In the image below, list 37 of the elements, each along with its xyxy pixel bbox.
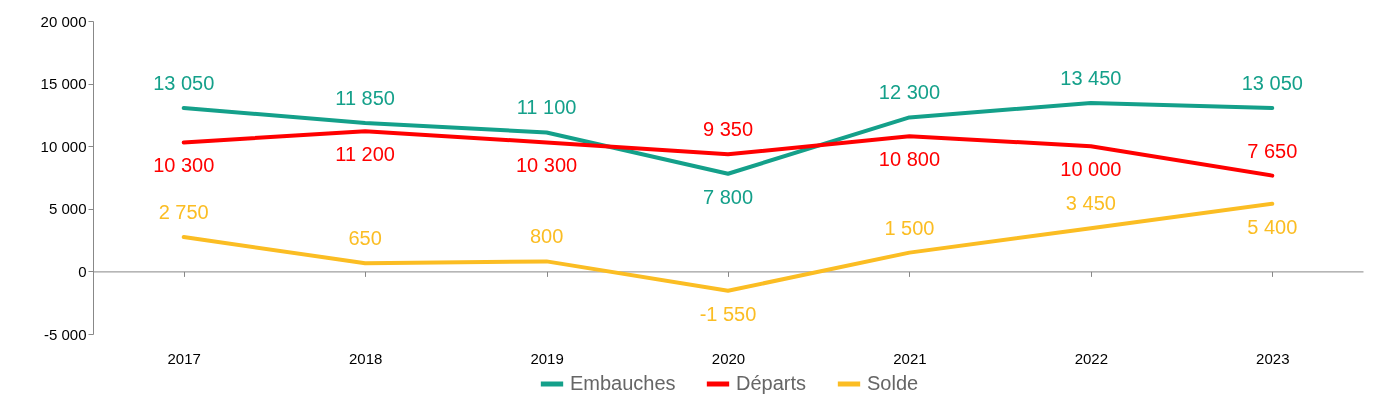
data-label: -1 550 xyxy=(699,302,757,325)
legend-label: Solde xyxy=(867,372,919,394)
data-label: 1 500 xyxy=(884,216,935,239)
y-tick-label: 10 000 xyxy=(40,137,87,155)
data-label: 10 300 xyxy=(153,154,215,177)
data-label: 11 850 xyxy=(335,87,395,110)
y-tick-label: 15 000 xyxy=(40,75,87,93)
data-label: 13 450 xyxy=(1060,67,1122,90)
x-tick-label: 2018 xyxy=(348,349,383,367)
data-label: 11 200 xyxy=(335,143,395,166)
data-label: 2 750 xyxy=(158,200,209,223)
legend-label: Départs xyxy=(736,372,807,394)
data-label: 800 xyxy=(529,225,564,248)
data-label: 12 300 xyxy=(878,81,941,104)
data-label: 7 800 xyxy=(702,185,754,208)
legend-label: Embauches xyxy=(570,372,676,394)
y-tick-label: 20 000 xyxy=(40,12,87,30)
x-tick-label: 2020 xyxy=(711,349,746,367)
x-tick-label: 2019 xyxy=(530,349,564,367)
y-tick-label: 5 000 xyxy=(48,200,87,218)
x-tick-label: 2017 xyxy=(167,349,201,367)
y-tick-label: -5 000 xyxy=(43,325,87,343)
data-label: 10 000 xyxy=(1060,158,1122,181)
data-label: 11 100 xyxy=(516,96,577,119)
data-label: 10 800 xyxy=(878,148,941,171)
data-label: 9 350 xyxy=(702,118,754,141)
x-tick-label: 2022 xyxy=(1074,349,1109,367)
x-tick-label: 2021 xyxy=(893,349,927,367)
data-label: 3 450 xyxy=(1065,192,1116,215)
data-label: 650 xyxy=(348,227,382,250)
y-tick-label: 0 xyxy=(78,262,87,280)
data-label: 10 300 xyxy=(515,154,578,177)
data-label: 13 050 xyxy=(153,72,215,95)
data-label: 5 400 xyxy=(1247,215,1298,238)
data-label: 13 050 xyxy=(1241,72,1303,95)
data-label: 7 650 xyxy=(1247,139,1298,162)
x-tick-label: 2023 xyxy=(1256,349,1290,367)
